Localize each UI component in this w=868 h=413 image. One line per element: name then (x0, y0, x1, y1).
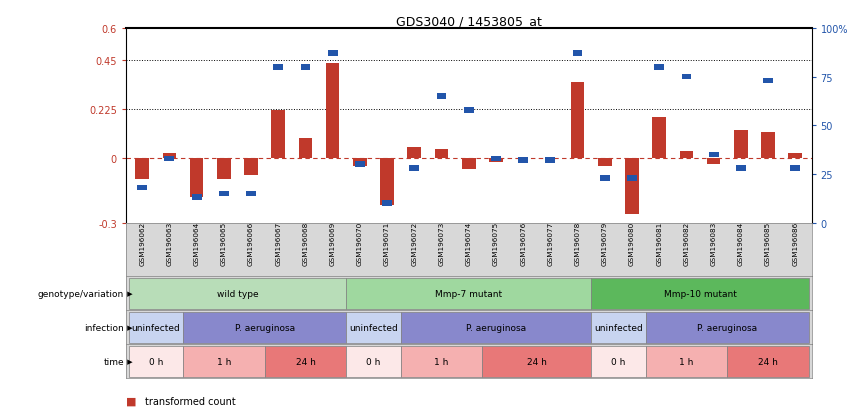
Bar (571, 83, 584, 158)
Text: ▶: ▶ (125, 325, 133, 330)
Text: 0 h: 0 h (148, 357, 163, 366)
Text: 0 h: 0 h (366, 357, 381, 366)
Bar (462, 158, 476, 169)
Bar (625, 158, 639, 214)
FancyBboxPatch shape (265, 346, 346, 377)
Bar (272, 111, 285, 158)
Bar (353, 158, 366, 167)
FancyBboxPatch shape (646, 346, 727, 377)
Bar (734, 130, 747, 158)
FancyBboxPatch shape (183, 312, 346, 343)
FancyBboxPatch shape (654, 65, 664, 71)
FancyBboxPatch shape (727, 346, 809, 377)
Text: genotype/variation: genotype/variation (38, 289, 124, 298)
Text: 1 h: 1 h (680, 357, 694, 366)
FancyBboxPatch shape (219, 191, 229, 197)
FancyBboxPatch shape (128, 278, 346, 309)
FancyBboxPatch shape (791, 166, 800, 171)
FancyBboxPatch shape (192, 195, 201, 201)
FancyBboxPatch shape (763, 78, 773, 84)
FancyBboxPatch shape (591, 346, 646, 377)
Bar (761, 133, 775, 158)
FancyBboxPatch shape (681, 75, 691, 80)
FancyBboxPatch shape (591, 312, 646, 343)
FancyBboxPatch shape (300, 65, 311, 71)
FancyBboxPatch shape (247, 191, 256, 197)
Text: wild type: wild type (217, 289, 259, 298)
Text: 24 h: 24 h (527, 357, 547, 366)
Text: Mmp-10 mutant: Mmp-10 mutant (663, 289, 736, 298)
FancyBboxPatch shape (600, 176, 609, 181)
Bar (707, 158, 720, 165)
Text: transformed count: transformed count (145, 396, 236, 406)
Bar (407, 147, 421, 158)
Bar (326, 64, 339, 158)
FancyBboxPatch shape (401, 346, 483, 377)
FancyBboxPatch shape (646, 312, 809, 343)
Bar (680, 152, 694, 158)
Text: 24 h: 24 h (758, 357, 778, 366)
Text: 24 h: 24 h (295, 357, 315, 366)
FancyBboxPatch shape (437, 94, 446, 100)
Text: P. aeruginosa: P. aeruginosa (466, 323, 526, 332)
FancyBboxPatch shape (627, 176, 637, 181)
Text: Mmp-7 mutant: Mmp-7 mutant (435, 289, 503, 298)
FancyBboxPatch shape (128, 312, 183, 343)
Bar (217, 158, 231, 180)
FancyBboxPatch shape (491, 156, 501, 162)
Bar (135, 158, 149, 180)
FancyBboxPatch shape (183, 346, 265, 377)
FancyBboxPatch shape (708, 152, 719, 158)
Text: ▶: ▶ (125, 291, 133, 297)
Text: 0 h: 0 h (611, 357, 626, 366)
Text: P. aeruginosa: P. aeruginosa (234, 323, 295, 332)
Bar (598, 158, 612, 167)
FancyBboxPatch shape (464, 108, 474, 113)
FancyBboxPatch shape (545, 158, 556, 164)
FancyBboxPatch shape (137, 185, 147, 191)
Text: 1 h: 1 h (434, 357, 449, 366)
FancyBboxPatch shape (128, 346, 183, 377)
Title: GDS3040 / 1453805_at: GDS3040 / 1453805_at (396, 15, 542, 28)
FancyBboxPatch shape (573, 51, 582, 57)
FancyBboxPatch shape (346, 278, 591, 309)
FancyBboxPatch shape (382, 201, 392, 206)
FancyBboxPatch shape (328, 51, 338, 57)
FancyBboxPatch shape (355, 162, 365, 168)
FancyBboxPatch shape (273, 65, 283, 71)
FancyBboxPatch shape (483, 346, 591, 377)
Text: ▶: ▶ (125, 358, 133, 364)
FancyBboxPatch shape (401, 312, 591, 343)
Bar (162, 154, 176, 158)
Text: P. aeruginosa: P. aeruginosa (697, 323, 757, 332)
Text: uninfected: uninfected (594, 323, 643, 332)
Text: time: time (103, 357, 124, 366)
FancyBboxPatch shape (591, 278, 809, 309)
Bar (299, 139, 312, 158)
Bar (788, 154, 802, 158)
Bar (380, 158, 394, 206)
FancyBboxPatch shape (346, 346, 401, 377)
Bar (490, 158, 503, 163)
Bar (244, 158, 258, 176)
Text: infection: infection (84, 323, 124, 332)
Text: uninfected: uninfected (131, 323, 181, 332)
FancyBboxPatch shape (346, 312, 401, 343)
Text: ■: ■ (126, 396, 140, 406)
FancyBboxPatch shape (736, 166, 746, 171)
Bar (653, 117, 666, 158)
FancyBboxPatch shape (518, 158, 528, 164)
FancyBboxPatch shape (165, 156, 174, 162)
Bar (435, 150, 448, 158)
Text: uninfected: uninfected (349, 323, 398, 332)
Text: 1 h: 1 h (217, 357, 231, 366)
FancyBboxPatch shape (410, 166, 419, 171)
Bar (190, 158, 203, 197)
